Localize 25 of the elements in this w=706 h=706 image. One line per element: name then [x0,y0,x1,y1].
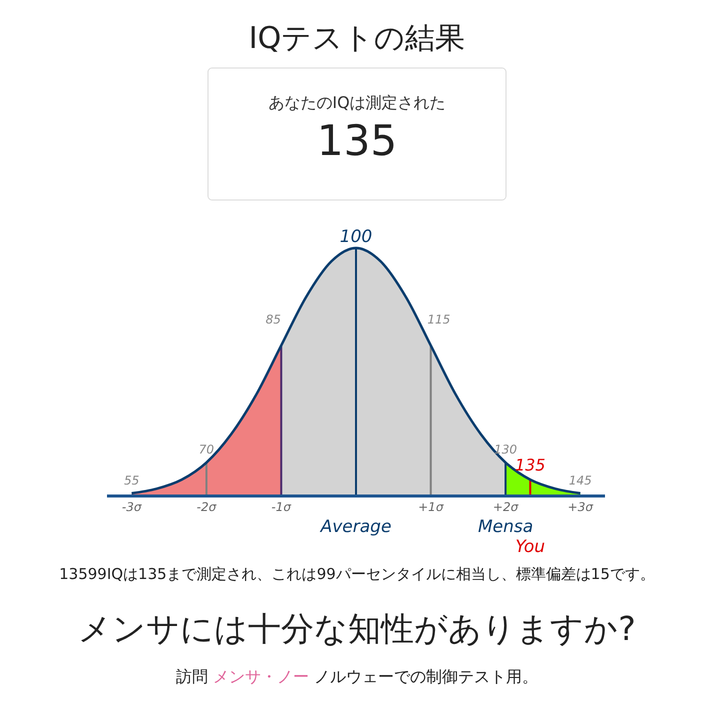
annotation: 85 [266,312,281,326]
ref-line-label: Mensa [478,517,534,537]
x-tick-label: +3σ [568,500,594,514]
x-tick-label: +2σ [492,500,519,514]
annotation: 55 [124,473,140,488]
ref-line-label: Average [320,517,392,537]
annotation: 145 [568,473,592,488]
annotation: 100 [340,227,372,247]
text: 135 [316,116,398,165]
chart-subtitle: あなたのIQは測定された [268,93,446,112]
annotation: 115 [427,312,450,326]
x-tick-label: -1σ [271,500,292,514]
x-tick-label: -3σ [122,500,142,514]
text: メンサ・ノー [213,667,309,686]
annotation: 70 [198,442,214,457]
ref-line-label: You [515,537,546,557]
annotation: 135 [514,456,546,475]
text: 訪問 [176,667,213,686]
annotation: 130 [494,442,518,457]
x-tick-label: +1σ [418,500,444,514]
x-tick-label: -2σ [196,500,217,514]
chart-title: IQテストの結果 [248,21,466,56]
text: 13599IQは135まで測定され、これは99パーセンタイルに相当し、標準偏差は15です。 [59,565,655,583]
text: メンサには十分な知性がありますか? [78,609,636,648]
text: ノルウェーでの制御テスト用。 [309,667,538,686]
